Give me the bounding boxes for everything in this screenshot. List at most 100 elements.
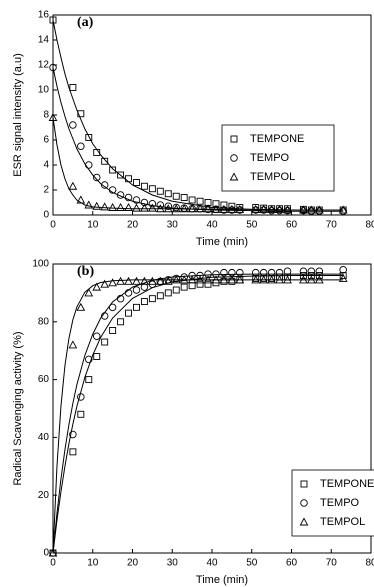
data-point <box>85 355 93 364</box>
data-point <box>188 271 196 280</box>
data-point <box>315 272 323 280</box>
data-point <box>93 149 101 156</box>
legend-label: TEMPONE <box>250 133 304 145</box>
data-point <box>48 112 58 121</box>
data-point <box>132 203 141 212</box>
data-point <box>156 187 164 195</box>
data-point <box>251 268 260 277</box>
data-point <box>188 196 196 204</box>
y-tick-label: 12 <box>38 60 50 71</box>
data-point <box>236 268 244 277</box>
data-point <box>283 267 292 275</box>
legend-marker <box>229 172 239 181</box>
fit-line <box>52 275 344 554</box>
data-point <box>195 275 205 284</box>
data-point <box>92 332 101 341</box>
data-point <box>179 204 189 213</box>
data-point <box>307 272 315 280</box>
x-tick-label: 30 <box>167 558 179 569</box>
legend-label: TEMPOL <box>250 171 295 183</box>
data-point <box>267 268 276 277</box>
data-point <box>92 173 101 182</box>
x-tick-label: 40 <box>206 558 218 569</box>
data-point <box>251 275 261 284</box>
y-axis-title: Radical Scavenging activity (%) <box>12 331 24 485</box>
data-point <box>187 275 197 284</box>
data-point <box>140 198 149 207</box>
legend-marker <box>299 517 309 526</box>
data-point <box>314 205 324 214</box>
data-point <box>116 191 125 199</box>
x-tick-label: 60 <box>286 558 298 569</box>
data-point <box>68 181 78 190</box>
data-point <box>148 185 156 193</box>
data-point <box>275 206 284 215</box>
data-point <box>196 280 204 288</box>
data-point <box>156 292 164 300</box>
data-point <box>315 267 324 275</box>
data-point <box>204 280 212 288</box>
x-tick-label: 50 <box>246 558 258 569</box>
data-point <box>108 186 117 194</box>
legend-label: TEMPO <box>320 497 360 509</box>
y-tick-label: 20 <box>38 490 50 501</box>
data-point <box>211 204 221 213</box>
data-point <box>180 194 188 201</box>
x-tick-label: 80 <box>365 558 374 569</box>
data-point <box>164 289 172 297</box>
data-point <box>315 207 324 215</box>
data-point <box>267 275 276 284</box>
data-point <box>101 157 109 165</box>
data-point <box>85 161 93 169</box>
data-point <box>100 181 109 189</box>
data-point <box>235 275 245 284</box>
data-point <box>85 376 93 384</box>
y-tick-label: 4 <box>43 160 49 171</box>
data-point <box>77 110 85 118</box>
data-point <box>148 295 156 303</box>
data-point <box>76 195 86 204</box>
x-tick-label: 0 <box>50 220 56 231</box>
y-tick-label: 2 <box>43 185 49 196</box>
data-point <box>69 448 77 456</box>
x-tick-label: 20 <box>127 558 139 569</box>
x-tick-label: 40 <box>206 220 218 231</box>
x-tick-label: 50 <box>246 220 258 231</box>
y-tick-label: 0 <box>43 210 49 221</box>
data-point <box>155 204 165 213</box>
legend-marker <box>230 154 238 162</box>
y-tick-label: 0 <box>43 548 49 559</box>
x-axis-title: Time (min) <box>196 236 248 248</box>
data-point <box>116 202 125 211</box>
data-point <box>299 275 308 284</box>
data-point <box>299 205 308 214</box>
fit-line <box>52 273 344 554</box>
data-point <box>124 193 133 202</box>
data-point <box>220 201 228 209</box>
data-point <box>228 268 236 277</box>
data-point <box>171 275 181 284</box>
x-tick-label: 0 <box>50 558 56 569</box>
data-point <box>339 266 347 274</box>
data-point <box>212 200 220 208</box>
data-point <box>140 283 149 291</box>
data-point <box>259 268 268 277</box>
data-point <box>148 276 157 285</box>
data-point <box>100 202 110 211</box>
data-point <box>84 288 94 297</box>
data-point <box>101 338 109 346</box>
data-point <box>132 276 141 285</box>
data-point <box>124 276 133 285</box>
data-point <box>163 204 173 213</box>
data-point <box>203 204 213 213</box>
data-point <box>77 393 85 401</box>
x-tick-label: 10 <box>87 220 99 231</box>
data-point <box>69 430 77 439</box>
x-tick-label: 70 <box>326 558 338 569</box>
data-point <box>84 200 94 209</box>
data-point <box>148 199 157 208</box>
data-point <box>117 318 125 326</box>
data-point <box>314 275 324 284</box>
data-point <box>116 294 125 303</box>
data-point <box>132 196 141 204</box>
